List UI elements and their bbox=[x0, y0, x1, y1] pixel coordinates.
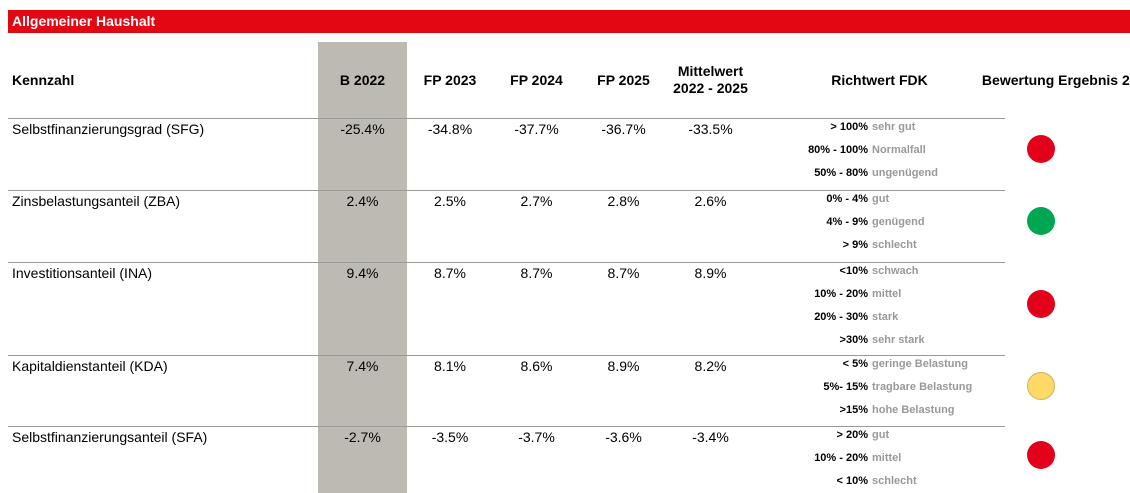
benchmark-label: gut bbox=[872, 429, 890, 441]
value-cell: -25.4% bbox=[340, 121, 385, 137]
benchmark-label: mittel bbox=[872, 452, 902, 464]
benchmark-range: 0% - 4% bbox=[826, 193, 868, 205]
benchmark-label: stark bbox=[872, 311, 899, 323]
header-cell: B 2022 bbox=[339, 71, 386, 88]
header-cell: Mittelwert 2022 - 2025 bbox=[673, 63, 748, 96]
benchmark-label: schlecht bbox=[872, 239, 917, 251]
benchmark-range: >30% bbox=[839, 334, 868, 346]
value-cell: 8.9% bbox=[694, 265, 727, 281]
benchmark-range: > 9% bbox=[842, 239, 868, 251]
header-cell: FP 2025 bbox=[597, 71, 650, 88]
row-separator bbox=[8, 190, 1005, 191]
status-indicator bbox=[1027, 440, 1055, 469]
benchmark-label: sehr stark bbox=[872, 334, 925, 346]
benchmark-label: gut bbox=[872, 193, 890, 205]
value-cell: 2.7% bbox=[520, 193, 553, 209]
benchmark-label: ungenügend bbox=[872, 167, 938, 179]
row-name: Selbstfinanzierungsgrad (SFG) bbox=[12, 121, 205, 137]
value-cell: 2.8% bbox=[607, 193, 640, 209]
value-cell: -33.5% bbox=[688, 121, 733, 137]
row-separator bbox=[8, 118, 1005, 119]
value-cell: 8.9% bbox=[607, 358, 640, 374]
benchmark-label: genügend bbox=[872, 216, 925, 228]
header-cell: Richtwert FDK bbox=[831, 71, 928, 88]
value-cell: 9.4% bbox=[346, 265, 379, 281]
value-cell: -2.7% bbox=[344, 429, 381, 445]
benchmark-range: 50% - 80% bbox=[814, 167, 868, 179]
value-cell: -3.4% bbox=[692, 429, 729, 445]
benchmark-label: Normalfall bbox=[872, 144, 926, 156]
value-cell: 2.6% bbox=[694, 193, 727, 209]
benchmark-label: schlecht bbox=[872, 475, 917, 487]
header-cell: Kennzahl bbox=[12, 71, 75, 88]
benchmark-range: < 10% bbox=[836, 475, 869, 487]
header-cell: FP 2023 bbox=[423, 71, 477, 88]
value-cell: 2.4% bbox=[346, 193, 379, 209]
benchmark-range: > 20% bbox=[836, 429, 869, 441]
benchmark-label: tragbare Belastung bbox=[872, 381, 973, 393]
status-indicator bbox=[1027, 207, 1055, 235]
header-cell: Bewertung Ergebnis 2022 bbox=[981, 71, 1130, 88]
benchmark-label: schwach bbox=[872, 265, 919, 277]
benchmark-label: hohe Belastung bbox=[872, 404, 955, 416]
row-name: Selbstfinanzierungsanteil (SFA) bbox=[12, 429, 208, 445]
benchmark-range: > 100% bbox=[830, 121, 868, 133]
row-separator bbox=[8, 355, 1005, 356]
benchmark-range: 10% - 20% bbox=[814, 452, 868, 464]
benchmark-range: 20% - 30% bbox=[814, 311, 868, 323]
benchmark-range: 4% - 9% bbox=[826, 216, 868, 228]
value-cell: 8.7% bbox=[607, 265, 640, 281]
value-cell: -34.8% bbox=[427, 121, 473, 137]
value-cell: 8.7% bbox=[520, 265, 553, 281]
value-cell: -36.7% bbox=[601, 121, 646, 137]
benchmark-range: 80% - 100% bbox=[808, 144, 868, 156]
row-name: Zinsbelastungsanteil (ZBA) bbox=[12, 193, 181, 209]
header-cell: FP 2024 bbox=[510, 71, 563, 88]
value-cell: 2.5% bbox=[434, 193, 466, 209]
value-cell: 8.1% bbox=[434, 358, 466, 374]
title-bar: Allgemeiner Haushalt bbox=[8, 10, 1130, 33]
value-cell: -3.5% bbox=[431, 429, 469, 445]
row-name: Investitionsanteil (INA) bbox=[12, 265, 153, 281]
benchmark-range: 5%- 15% bbox=[823, 381, 868, 393]
value-cell: 7.4% bbox=[346, 358, 379, 374]
value-cell: 8.6% bbox=[520, 358, 553, 374]
value-cell: -3.6% bbox=[605, 429, 642, 445]
benchmark-range: >15% bbox=[839, 404, 868, 416]
highlight-column bbox=[318, 42, 407, 493]
row-separator bbox=[8, 262, 1005, 263]
benchmark-label: sehr gut bbox=[872, 121, 916, 133]
benchmark-range: < 5% bbox=[842, 358, 868, 370]
value-cell: -3.7% bbox=[518, 429, 555, 445]
benchmark-label: geringe Belastung bbox=[872, 358, 968, 370]
value-cell: 8.2% bbox=[694, 358, 727, 374]
status-indicator bbox=[1027, 289, 1055, 318]
row-separator bbox=[8, 426, 1005, 427]
benchmark-label: mittel bbox=[872, 288, 902, 300]
benchmark-range: 10% - 20% bbox=[814, 288, 868, 300]
value-cell: 8.7% bbox=[434, 265, 466, 281]
value-cell: -37.7% bbox=[514, 121, 559, 137]
row-name: Kapitaldienstanteil (KDA) bbox=[12, 358, 168, 374]
status-indicator bbox=[1027, 371, 1055, 400]
status-indicator bbox=[1027, 135, 1055, 163]
benchmark-range: <10% bbox=[839, 265, 868, 277]
